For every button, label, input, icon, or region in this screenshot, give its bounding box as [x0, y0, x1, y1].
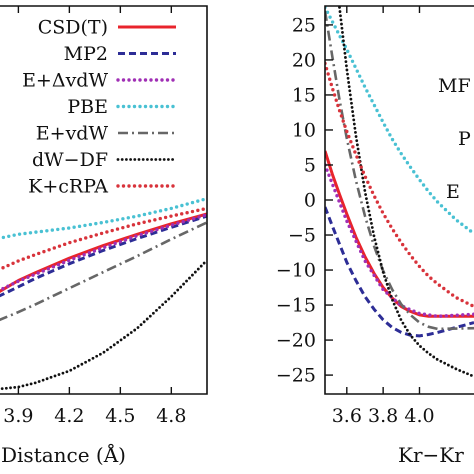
right-y-tick-label: 0 — [304, 190, 316, 212]
right-series-e-vdw — [325, 163, 474, 318]
right-series-pbe — [325, 6, 474, 236]
right-y-axis: 25 20 15 10 5 0 −5 −10 −15 −20 −25 — [276, 14, 333, 387]
left-x-tick-label: 4.2 — [54, 405, 84, 427]
left-x-axis: 3.9 4.2 4.5 4.8 — [3, 6, 186, 427]
left-series-mp2 — [0, 214, 207, 298]
right-y-tick-label: −25 — [276, 365, 316, 387]
right-x-tick-label: 3.6 — [332, 405, 362, 427]
right-y-tick-label: 5 — [304, 154, 316, 176]
left-legend-label-k-crpa: K+cRPA — [28, 176, 108, 198]
left-legend-label-e-vdw: E+vdW — [36, 123, 109, 145]
right-series-mp2 — [325, 206, 474, 338]
right-series-group — [325, 6, 474, 378]
left-legend-label-dw-df: dW−DF — [32, 149, 108, 171]
right-series-csd-t — [325, 150, 474, 318]
right-series-k-crpa — [325, 61, 474, 309]
left-x-tick-label: 4.5 — [105, 405, 135, 427]
left-chart-panel: CSD(T) MP2 E+ΔvdW PBE E+vdW dW−DF K+cRPA 3.9 4.… — [0, 5, 208, 467]
right-legend-label-mf: MF — [438, 75, 471, 97]
right-legend-label-p: P — [458, 128, 471, 150]
left-legend-label-csd-t: CSD(T) — [38, 17, 108, 39]
right-y-tick-label: 25 — [292, 14, 316, 36]
right-y-tick-label: 15 — [292, 84, 316, 106]
right-x-axis: 3.6 3.8 4.0 — [332, 6, 435, 427]
right-y-tick-label: −5 — [288, 225, 316, 247]
right-legend-label-e: E — [446, 181, 460, 203]
left-legend: CSD(T) MP2 E+ΔvdW PBE E+vdW dW−DF K+cRPA — [22, 17, 178, 198]
right-series-e-vdw — [325, 10, 474, 331]
left-series-group — [0, 196, 207, 391]
left-x-axis-label: Distance (Å) — [1, 442, 126, 467]
right-legend: MF P E — [438, 75, 471, 203]
left-x-tick-label: 4.8 — [156, 405, 186, 427]
right-x-axis-label: Kr−Kr — [398, 443, 464, 467]
left-legend-label-e-vdw: E+ΔvdW — [22, 70, 108, 92]
right-y-tick-label: −20 — [276, 330, 316, 352]
right-y-tick-label: 10 — [292, 119, 316, 141]
right-y-tick-label: 20 — [292, 49, 316, 71]
left-series-pbe — [0, 196, 207, 240]
left-legend-label-pbe: PBE — [67, 96, 108, 118]
right-y-tick-label: −10 — [276, 260, 316, 282]
left-series-e-vdw — [0, 221, 207, 322]
right-x-tick-label: 4.0 — [404, 405, 434, 427]
left-legend-label-mp2: MP2 — [64, 43, 108, 65]
right-y-tick-label: −15 — [276, 295, 316, 317]
right-series-dw-df — [338, 6, 474, 378]
left-series-k-crpa — [0, 206, 207, 271]
left-series-dw-df — [0, 258, 207, 391]
left-plot-frame — [0, 5, 208, 395]
left-x-tick-label: 3.9 — [3, 405, 33, 427]
right-x-tick-label: 3.8 — [368, 405, 398, 427]
